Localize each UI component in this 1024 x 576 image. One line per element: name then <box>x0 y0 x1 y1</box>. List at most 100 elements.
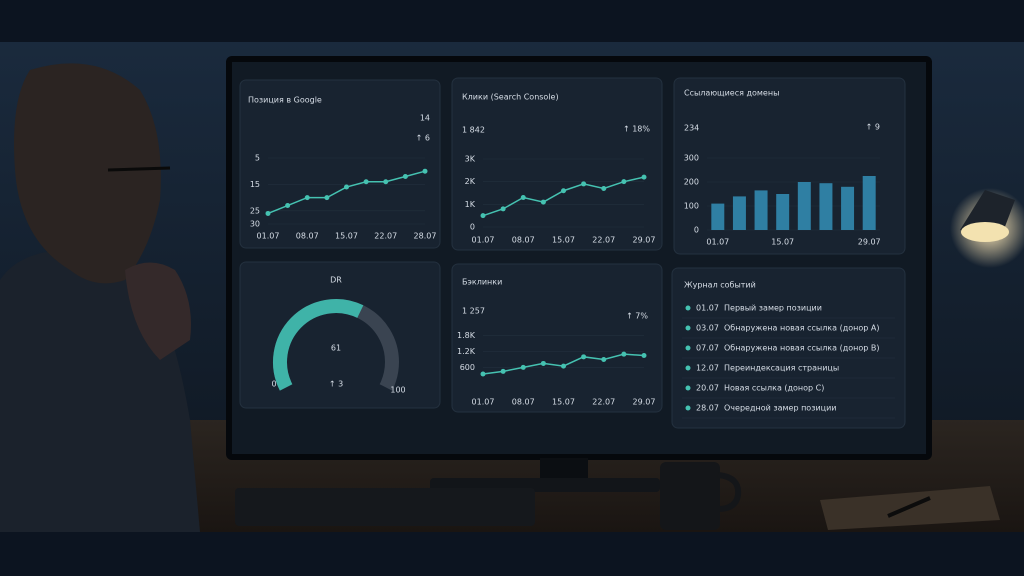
log-date: 20.07 <box>696 384 719 393</box>
kpi-change: ↑ 9 <box>866 123 880 132</box>
y-tick-label: 600 <box>460 363 475 372</box>
data-point <box>324 195 330 201</box>
lamp-bulb <box>961 222 1009 242</box>
data-point <box>383 179 389 185</box>
x-tick-label: 08.07 <box>512 398 535 407</box>
x-tick-label: 08.07 <box>296 232 319 241</box>
kpi-value: 234 <box>684 124 699 133</box>
log-icon <box>685 325 691 331</box>
gauge-fill <box>273 299 364 391</box>
mug-handle <box>717 472 742 512</box>
kpi-value: 14 <box>420 114 430 123</box>
x-tick-label: 15.07 <box>552 236 575 245</box>
data-point <box>304 195 310 201</box>
y-tick-label: 1K <box>465 200 476 209</box>
kpi-change: ↑ 18% <box>623 125 650 134</box>
y-tick-label: 300 <box>684 154 699 163</box>
x-tick-label: 22.07 <box>592 236 615 245</box>
y-tick-label: 25 <box>250 206 260 215</box>
bar <box>754 190 768 230</box>
log-text: Первый замер позиции <box>724 304 822 313</box>
panel-title: Клики (Search Console) <box>462 93 559 102</box>
kpi-change: ↑ 6 <box>416 134 430 143</box>
data-point <box>601 356 607 362</box>
y-tick-label: 2K <box>465 177 476 186</box>
panel <box>671 267 906 429</box>
data-point <box>520 364 526 370</box>
panel <box>239 79 441 249</box>
keyboard <box>235 488 535 526</box>
data-point <box>520 195 526 201</box>
log-text: Обнаружена новая ссылка (донор B) <box>724 344 879 353</box>
person-head <box>14 63 161 284</box>
data-point <box>480 371 486 377</box>
bar <box>711 203 725 230</box>
log-date: 28.07 <box>696 404 719 413</box>
x-tick-label: 15.07 <box>552 398 575 407</box>
panel <box>451 263 663 413</box>
x-tick-label: 22.07 <box>374 232 397 241</box>
kpi-value: 1 842 <box>462 126 485 135</box>
panel <box>451 77 663 251</box>
y-tick-label: 100 <box>684 202 699 211</box>
panel-title: Бэклинки <box>462 278 502 287</box>
gauge-max: 100 <box>390 386 405 395</box>
log-date: 03.07 <box>696 324 719 333</box>
data-point <box>581 354 587 360</box>
person-hand <box>125 262 191 360</box>
data-point <box>265 210 271 216</box>
panel-title: Журнал событий <box>684 281 756 290</box>
log-icon <box>685 405 691 411</box>
y-tick-label: 1.2K <box>457 347 476 356</box>
y-tick-label: 15 <box>250 180 260 189</box>
data-point <box>641 353 647 358</box>
kpi-change: ↑ 7% <box>626 312 648 321</box>
data-point <box>561 188 566 194</box>
log-text: Очередной замер позиции <box>724 404 837 413</box>
mug <box>660 462 720 530</box>
data-point <box>422 168 428 174</box>
y-tick-label: 5 <box>255 154 260 163</box>
data-point <box>581 181 587 187</box>
data-point <box>641 174 647 180</box>
log-date: 07.07 <box>696 344 719 353</box>
data-point <box>621 179 627 185</box>
log-text: Переиндексация страницы <box>724 364 839 373</box>
monitor-stand <box>540 458 588 480</box>
x-tick-label: 22.07 <box>592 398 615 407</box>
kpi-change: ↑ 3 <box>329 380 343 389</box>
glasses <box>107 166 171 172</box>
x-tick-label: 01.07 <box>472 236 495 245</box>
data-point <box>500 368 506 374</box>
log-icon <box>685 365 691 371</box>
x-tick-label: 01.07 <box>706 238 729 247</box>
log-date: 01.07 <box>696 304 719 313</box>
bar <box>797 182 811 230</box>
x-tick-label: 15.07 <box>771 238 794 247</box>
y-tick-label: 200 <box>684 178 699 187</box>
x-tick-label: 08.07 <box>512 236 535 245</box>
x-tick-label: 28.07 <box>414 232 437 241</box>
log-text: Обнаружена новая ссылка (донор A) <box>724 324 879 333</box>
y-tick-label: 1.8K <box>457 331 476 340</box>
data-point <box>601 185 607 191</box>
panel-title: DR <box>330 276 342 285</box>
x-tick-label: 29.07 <box>633 398 656 407</box>
data-point <box>540 199 546 205</box>
data-point <box>621 351 627 357</box>
x-tick-label: 29.07 <box>858 238 881 247</box>
data-point <box>344 184 349 190</box>
gauge-min: 0 <box>271 380 276 389</box>
panel-title: Ссылающиеся домены <box>684 89 779 98</box>
bar <box>819 183 833 230</box>
kpi-value: 1 257 <box>462 307 485 316</box>
log-text: Новая ссылка (донор C) <box>724 384 824 393</box>
x-tick-label: 15.07 <box>335 232 358 241</box>
log-icon <box>685 305 691 311</box>
x-tick-label: 01.07 <box>472 398 495 407</box>
y-tick-label: 0 <box>694 226 699 235</box>
gauge-value: 61 <box>331 344 341 353</box>
dashboard: Позиция в Google 14 ↑ 6 5 15 25 30 01.07 08.07 15… <box>239 77 906 429</box>
data-point <box>480 213 486 219</box>
